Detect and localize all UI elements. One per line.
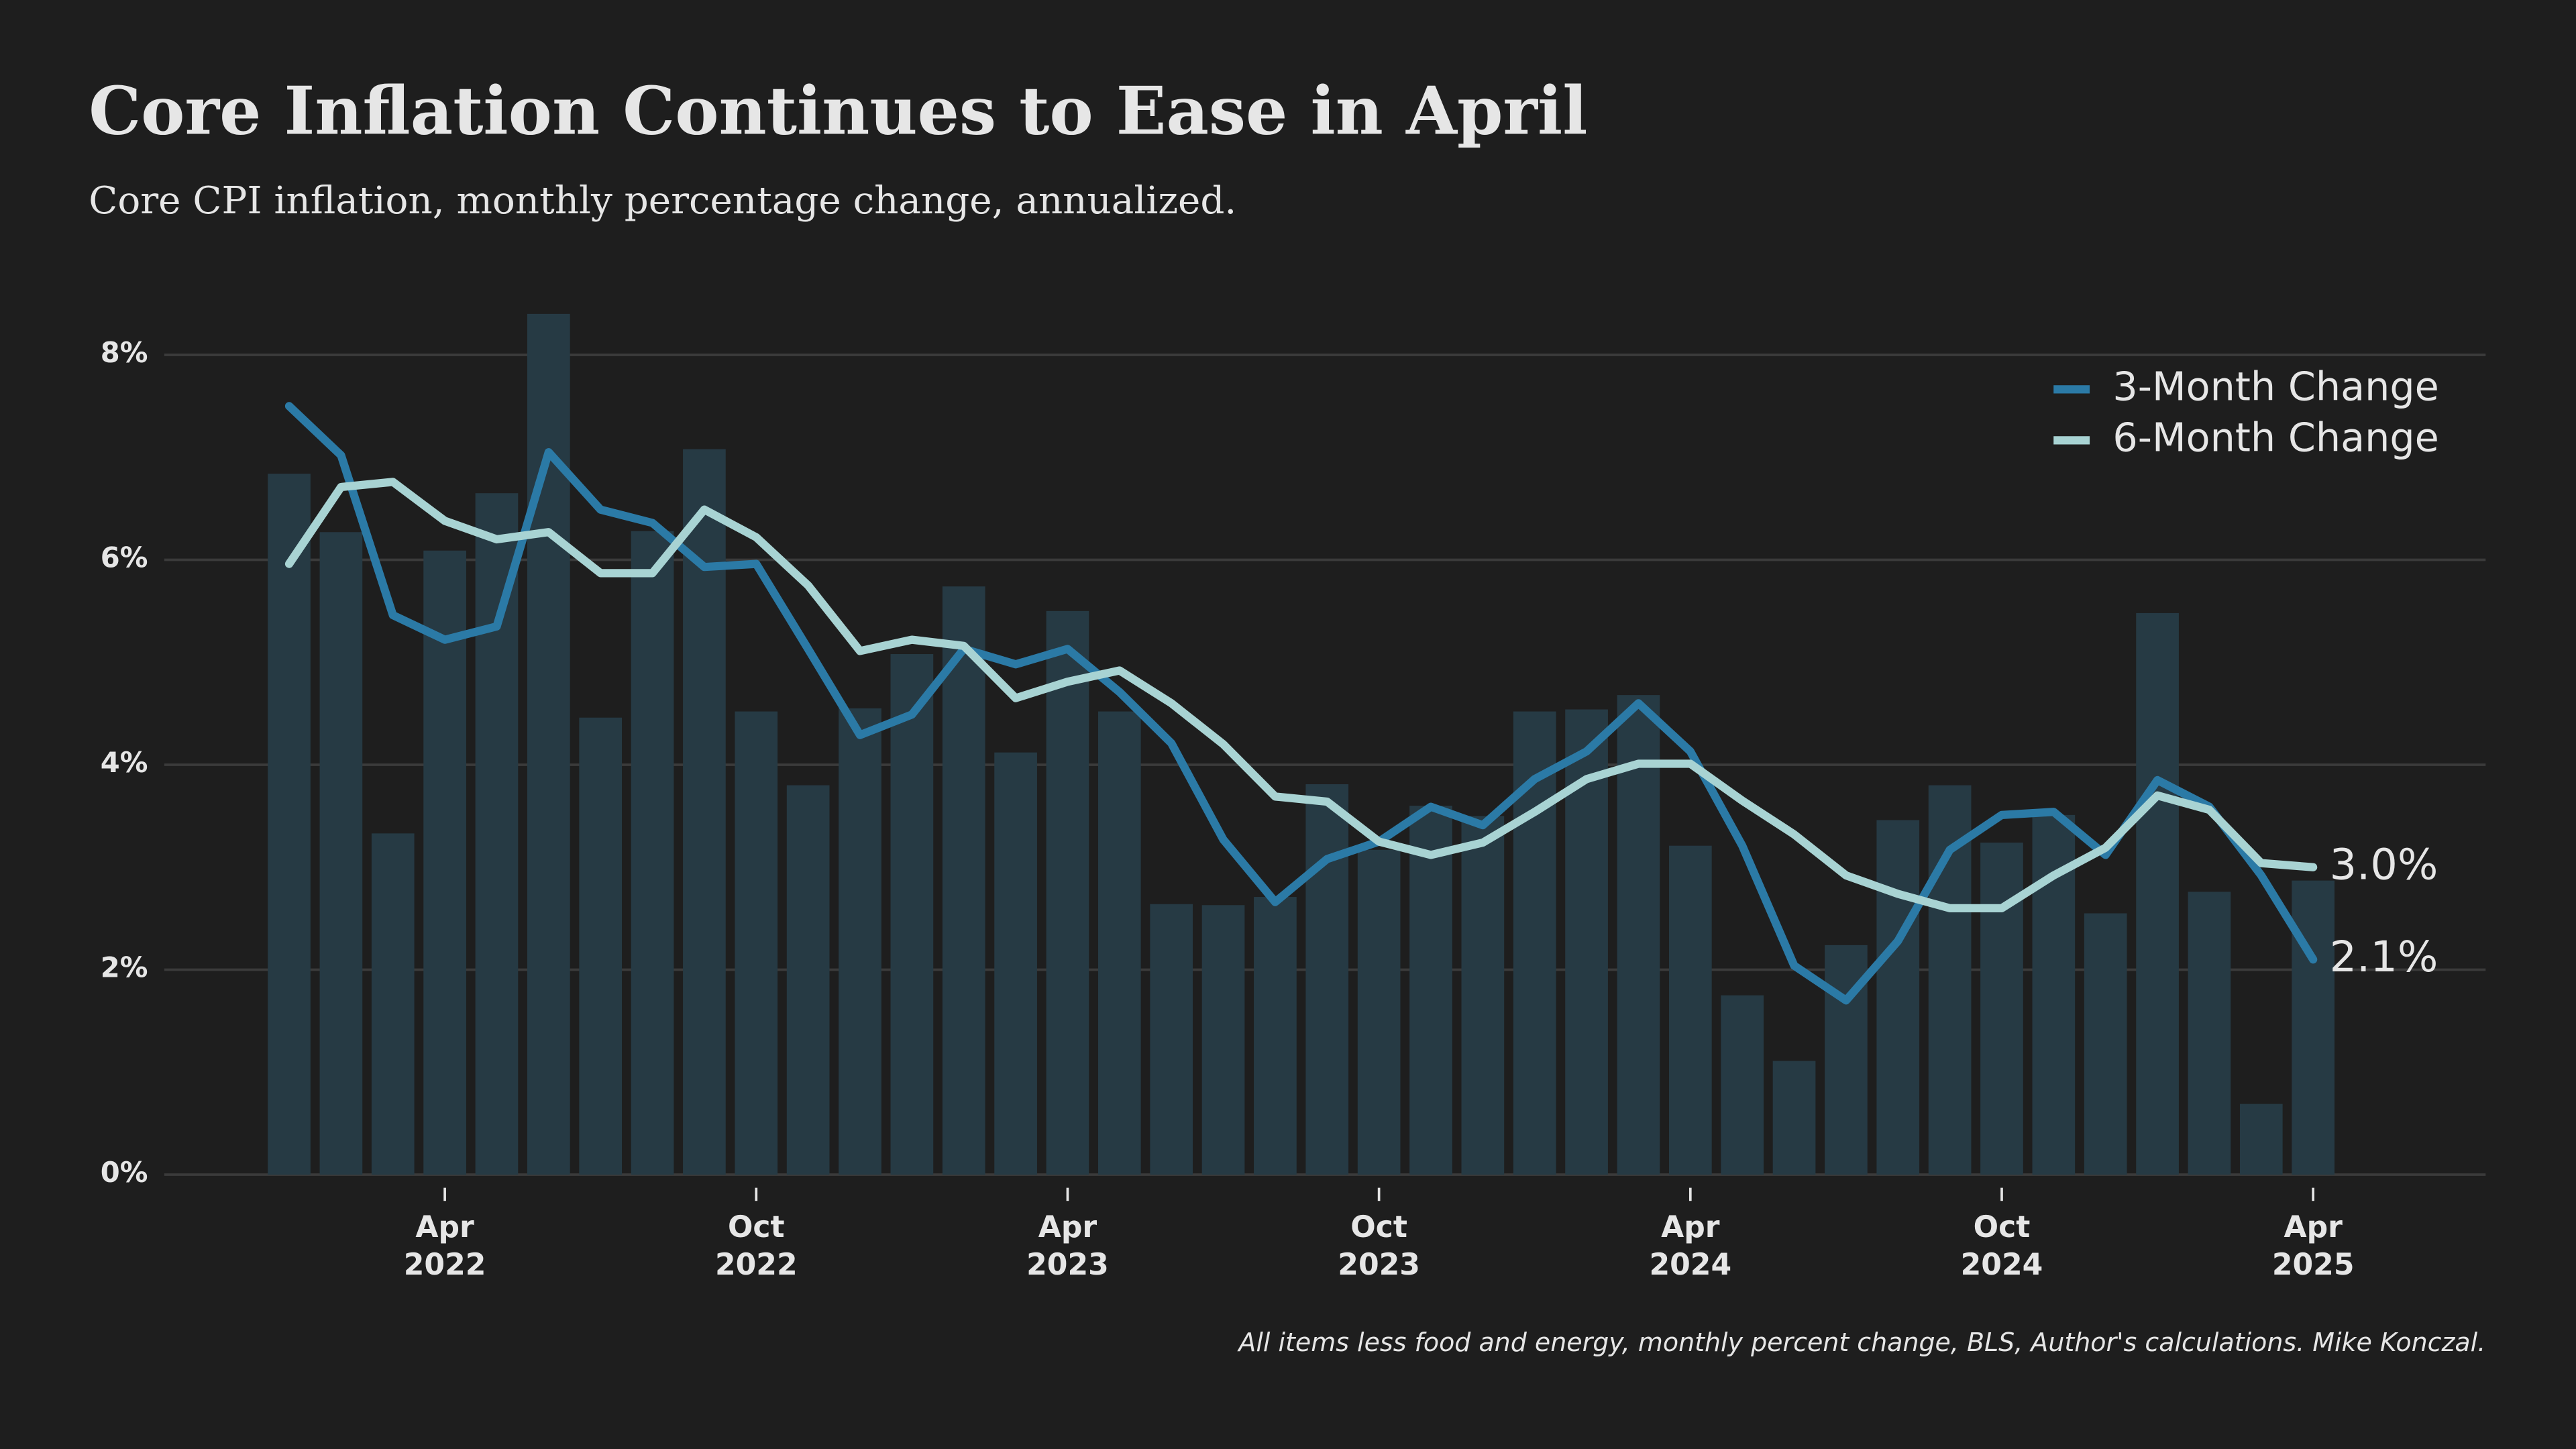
bar: [371, 833, 415, 1175]
y-tick-label: 8%: [101, 336, 148, 369]
bar: [1357, 849, 1401, 1175]
bar: [1046, 610, 1089, 1175]
end-label: 3.0%: [2330, 840, 2438, 890]
source-note: All items less food and energy, monthly …: [1236, 1328, 2485, 1357]
x-tick-label: Oct 2023: [1338, 1210, 1420, 1282]
chart-subtitle: Core CPI inflation, monthly percentage c…: [89, 179, 1236, 223]
bar: [1721, 995, 1764, 1175]
y-tick-label: 6%: [101, 541, 148, 574]
bar: [786, 785, 830, 1175]
bar: [942, 586, 985, 1175]
bar: [2239, 1104, 2283, 1175]
bar: [319, 532, 363, 1175]
bar: [2188, 892, 2231, 1175]
y-tick-label: 2%: [101, 951, 148, 984]
line-series: [284, 478, 2318, 912]
bar: [839, 708, 881, 1175]
bar: [1461, 816, 1505, 1175]
x-tick-label: Apr 2022: [404, 1210, 486, 1282]
line-series: [284, 402, 2318, 1005]
bar: [890, 654, 934, 1175]
x-tick-label: Apr 2025: [2272, 1210, 2355, 1282]
bar: [579, 717, 623, 1175]
bar: [1772, 1061, 1816, 1175]
x-tick-label: Oct 2022: [715, 1210, 798, 1282]
bar: [527, 313, 570, 1175]
bar: [1305, 784, 1349, 1175]
y-tick-label: 0%: [101, 1156, 148, 1189]
bar: [1409, 806, 1452, 1175]
bar: [2292, 880, 2334, 1175]
bar: [1201, 905, 1245, 1175]
bar: [423, 550, 466, 1175]
bar: [475, 493, 519, 1175]
bar: [1980, 843, 2023, 1175]
bar: [735, 711, 778, 1175]
chart-title: Core Inflation Continues to Ease in Apri…: [89, 72, 1587, 150]
bar: [1668, 845, 1712, 1175]
bar: [631, 531, 674, 1175]
legend-label: 3-Month Change: [2112, 364, 2438, 410]
bar: [2084, 913, 2127, 1175]
x-tick-label: Oct 2024: [1961, 1210, 2043, 1282]
bar: [1097, 711, 1141, 1175]
end-label: 2.1%: [2330, 932, 2438, 982]
bar: [1150, 904, 1193, 1175]
legend-label: 6-Month Change: [2112, 414, 2438, 460]
bar: [268, 474, 311, 1175]
bar: [994, 752, 1037, 1175]
bar: [1876, 820, 1920, 1175]
y-tick-label: 4%: [101, 746, 148, 779]
bar: [1254, 897, 1297, 1175]
x-tick-label: Apr 2023: [1026, 1210, 1109, 1282]
bar: [2136, 612, 2179, 1175]
bar: [1617, 695, 1660, 1175]
x-tick-label: Apr 2024: [1649, 1210, 1731, 1282]
